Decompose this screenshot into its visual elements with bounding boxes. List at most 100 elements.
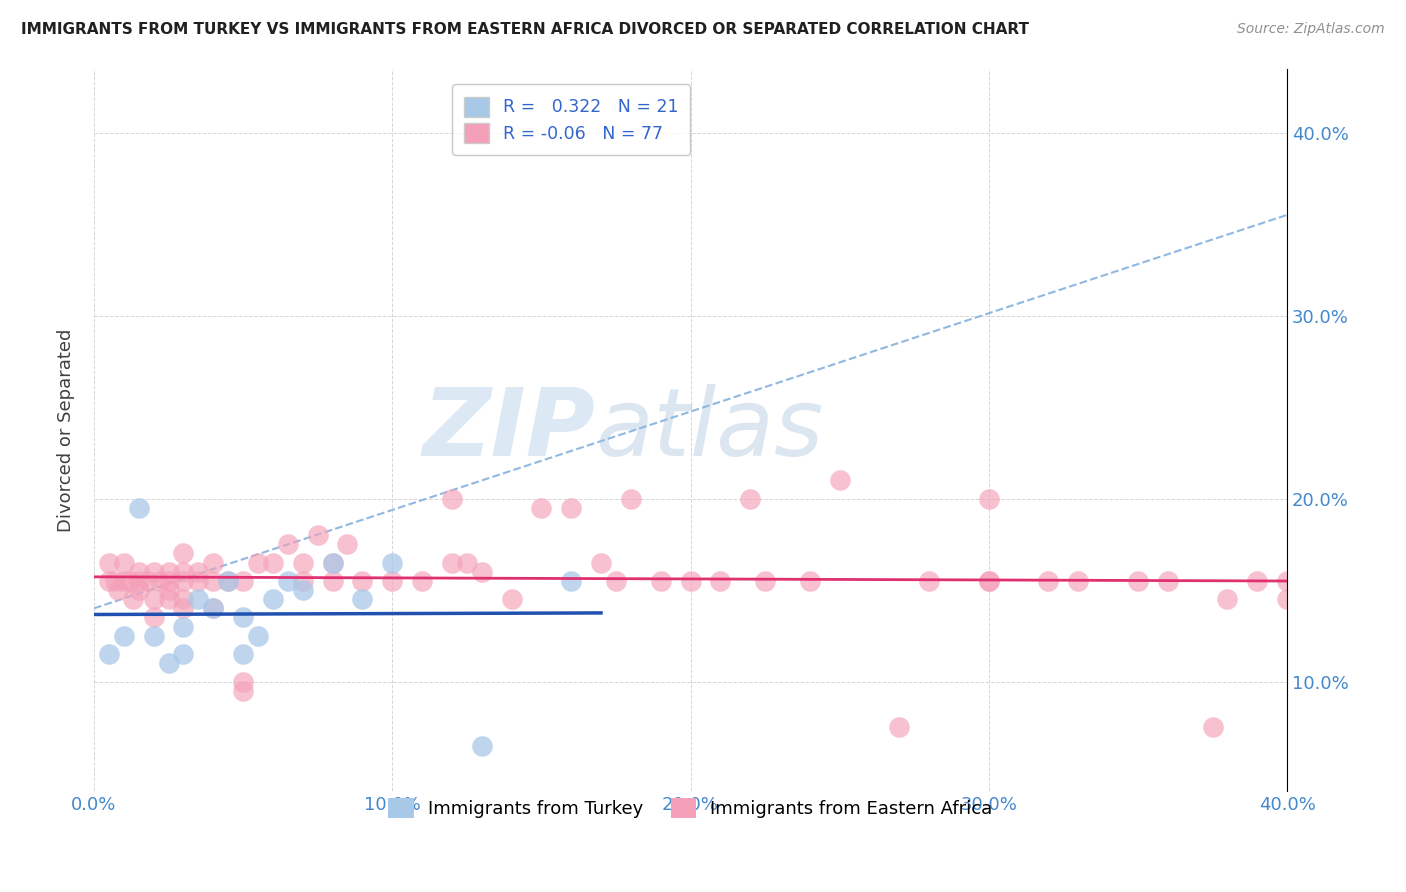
Point [560,574,582,588]
Point [352,574,374,588]
Point [232,574,254,588]
Point [202,601,225,615]
Point [411,574,433,588]
Text: ZIP: ZIP [422,384,595,476]
Point [440,491,463,506]
Point [97,556,120,570]
Point [104,574,127,588]
Point [232,674,254,689]
Point [172,592,194,607]
Point [142,629,165,643]
Point [1216,592,1239,607]
Point [1201,720,1223,734]
Point [217,574,239,588]
Point [352,592,374,607]
Point [118,574,141,588]
Point [232,647,254,661]
Point [97,647,120,661]
Point [322,574,344,588]
Point [187,592,209,607]
Point [456,556,478,570]
Point [709,574,731,588]
Point [679,574,702,588]
Point [1067,574,1090,588]
Point [262,592,284,607]
Point [121,592,143,607]
Point [589,556,612,570]
Point [336,537,359,551]
Point [157,565,180,579]
Point [172,546,194,560]
Point [918,574,941,588]
Point [157,657,180,671]
Point [246,556,269,570]
Y-axis label: Divorced or Separated: Divorced or Separated [58,328,75,532]
Point [157,582,180,597]
Point [112,629,135,643]
Point [128,574,150,588]
Point [142,565,165,579]
Point [977,574,1000,588]
Point [1246,574,1268,588]
Point [977,574,1000,588]
Point [1157,574,1180,588]
Point [172,647,194,661]
Point [202,601,225,615]
Point [1126,574,1149,588]
Point [307,528,329,542]
Point [471,739,494,753]
Point [650,574,672,588]
Text: Source: ZipAtlas.com: Source: ZipAtlas.com [1237,22,1385,37]
Point [112,574,135,588]
Point [202,556,225,570]
Point [246,629,269,643]
Point [172,619,194,633]
Point [322,556,344,570]
Point [128,582,150,597]
Point [1275,574,1298,588]
Point [440,556,463,570]
Point [172,565,194,579]
Point [322,556,344,570]
Point [828,473,851,487]
Point [128,500,150,515]
Point [799,574,821,588]
Point [232,610,254,624]
Point [501,592,523,607]
Point [172,574,194,588]
Point [381,556,404,570]
Point [977,491,1000,506]
Point [381,574,404,588]
Point [157,574,180,588]
Point [262,556,284,570]
Point [291,574,314,588]
Point [471,565,494,579]
Point [187,565,209,579]
Point [620,491,643,506]
Text: IMMIGRANTS FROM TURKEY VS IMMIGRANTS FROM EASTERN AFRICA DIVORCED OR SEPARATED C: IMMIGRANTS FROM TURKEY VS IMMIGRANTS FRO… [21,22,1029,37]
Point [142,610,165,624]
Point [291,556,314,570]
Point [136,574,159,588]
Point [187,574,209,588]
Point [157,592,180,607]
Point [232,683,254,698]
Legend: Immigrants from Turkey, Immigrants from Eastern Africa: Immigrants from Turkey, Immigrants from … [381,790,1000,826]
Point [740,491,762,506]
Point [217,574,239,588]
Point [889,720,911,734]
Point [142,592,165,607]
Point [530,500,553,515]
Point [202,574,225,588]
Point [277,574,299,588]
Point [107,582,129,597]
Point [128,565,150,579]
Point [1275,592,1298,607]
Point [560,500,582,515]
Text: atlas: atlas [595,384,824,475]
Point [112,556,135,570]
Point [97,574,120,588]
Point [172,601,194,615]
Point [148,574,170,588]
Point [1038,574,1060,588]
